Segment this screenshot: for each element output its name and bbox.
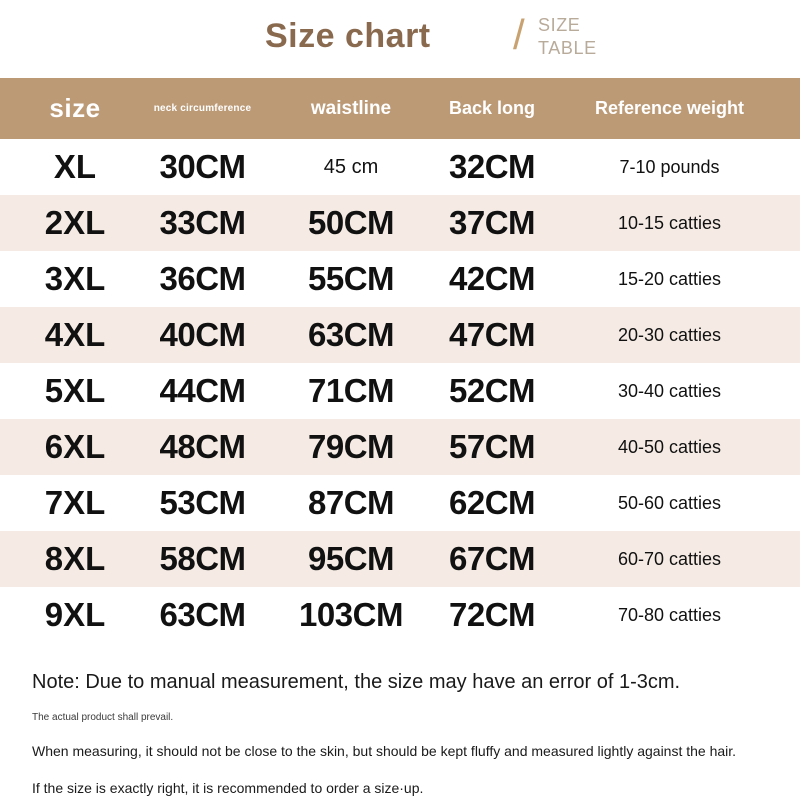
cell-neck: 58CM: [159, 540, 246, 577]
page-title: Size chart: [265, 17, 431, 55]
table-row: 8XL 58CM 95CM 67CM 60-70 catties: [0, 531, 800, 587]
cell-weight: 10-15 catties: [617, 212, 722, 233]
note-lead: Note: Due to manual measurement, the siz…: [32, 671, 681, 693]
cell-back: 47CM: [448, 316, 536, 353]
notes-section: Note: Due to manual measurement, the siz…: [0, 655, 800, 800]
title-divider-icon: /: [513, 11, 525, 58]
cell-waist: 55CM: [307, 260, 395, 297]
cell-neck: 63CM: [159, 596, 246, 633]
column-header-size: size: [49, 93, 101, 123]
cell-size: 5XL: [44, 372, 106, 409]
cell-weight: 50-60 catties: [617, 492, 722, 513]
table-row: 2XL 33CM 50CM 37CM 10-15 catties: [0, 195, 800, 251]
cell-size: 3XL: [44, 260, 106, 297]
cell-back: 62CM: [448, 484, 536, 521]
cell-back: 52CM: [448, 372, 536, 409]
cell-weight: 7-10 pounds: [619, 156, 720, 177]
cell-weight: 15-20 catties: [617, 268, 722, 289]
column-header-weight: Reference weight: [594, 98, 745, 118]
cell-back: 57CM: [448, 428, 536, 465]
cell-weight: 30-40 catties: [617, 380, 722, 401]
note-measuring: When measuring, it should not be close t…: [32, 743, 737, 759]
cell-back: 37CM: [448, 204, 536, 241]
cell-waist: 71CM: [307, 372, 395, 409]
table-row: 4XL 40CM 63CM 47CM 20-30 catties: [0, 307, 800, 363]
table-row: 3XL 36CM 55CM 42CM 15-20 catties: [0, 251, 800, 307]
cell-weight: 60-70 catties: [617, 548, 722, 569]
table-row: 6XL 48CM 79CM 57CM 40-50 catties: [0, 419, 800, 475]
cell-waist: 79CM: [307, 428, 395, 465]
cell-neck: 33CM: [159, 204, 246, 241]
cell-neck: 30CM: [159, 148, 246, 185]
table-body: XL 30CM 45 cm 32CM 7-10 pounds 2XL 33CM 50CM 37C…: [0, 139, 800, 643]
cell-neck: 44CM: [159, 372, 246, 409]
cell-size: 6XL: [44, 428, 106, 465]
cell-waist: 103CM: [299, 596, 403, 633]
title-bar: Size chart / SIZE TABLE: [0, 0, 800, 78]
cell-size: 7XL: [44, 484, 106, 521]
cell-neck: 40CM: [159, 316, 246, 353]
cell-size: 9XL: [44, 596, 106, 633]
table-header-row: size neck circumference waistline Back l…: [0, 78, 800, 139]
cell-size: 4XL: [44, 316, 106, 353]
cell-waist: 87CM: [307, 484, 395, 521]
cell-waist: 95CM: [307, 540, 395, 577]
cell-neck: 53CM: [159, 484, 246, 521]
cell-neck: 36CM: [159, 260, 246, 297]
cell-weight: 40-50 catties: [617, 436, 722, 457]
column-header-back: Back long: [448, 98, 536, 118]
cell-back: 42CM: [448, 260, 536, 297]
column-header-waist: waistline: [310, 97, 392, 119]
table-row: 5XL 44CM 71CM 52CM 30-40 catties: [0, 363, 800, 419]
cell-waist: 45 cm: [323, 155, 379, 178]
cell-weight: 70-80 catties: [617, 604, 722, 625]
page-subtitle: SIZE TABLE: [538, 15, 597, 59]
cell-weight: 20-30 catties: [617, 324, 722, 345]
cell-neck: 48CM: [159, 428, 246, 465]
cell-waist: 50CM: [307, 204, 395, 241]
cell-size: 8XL: [44, 540, 106, 577]
table-row: XL 30CM 45 cm 32CM 7-10 pounds: [0, 139, 800, 195]
note-size-up: If the size is exactly right, it is reco…: [32, 780, 424, 796]
cell-back: 72CM: [448, 596, 536, 633]
size-table: size neck circumference waistline Back l…: [0, 78, 800, 643]
table-row: 9XL 63CM 103CM 72CM 70-80 catties: [0, 587, 800, 643]
note-fine-print: The actual product shall prevail.: [32, 712, 174, 723]
cell-size: XL: [53, 148, 97, 185]
cell-waist: 63CM: [307, 316, 395, 353]
cell-size: 2XL: [44, 204, 106, 241]
column-header-neck: neck circumference: [153, 103, 252, 114]
cell-back: 67CM: [448, 540, 536, 577]
cell-back: 32CM: [448, 148, 536, 185]
table-row: 7XL 53CM 87CM 62CM 50-60 catties: [0, 475, 800, 531]
